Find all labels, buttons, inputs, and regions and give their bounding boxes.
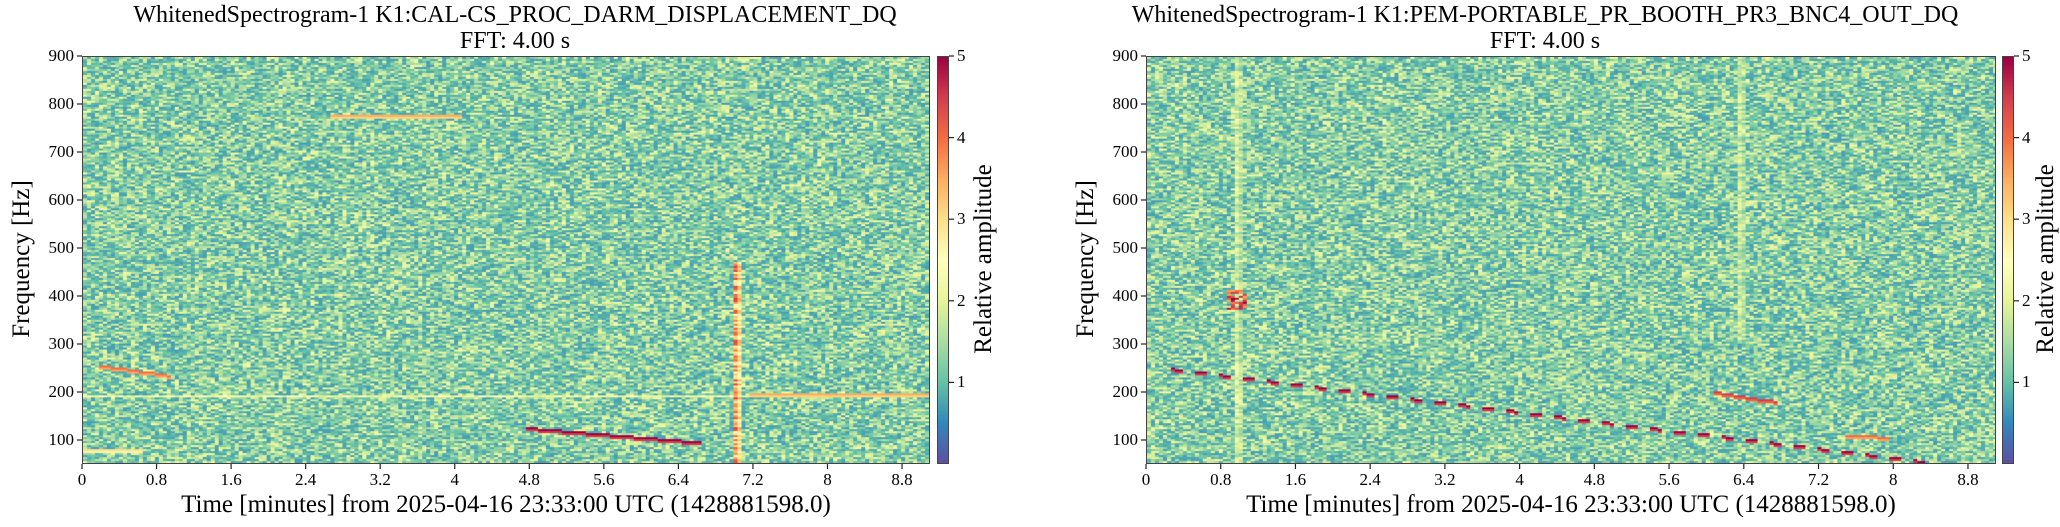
spectrogram-heatmap [83,57,929,463]
x-tick-label: 0 [77,470,87,489]
colorbar-tick-label: 2 [2022,290,2031,310]
x-tick-label: 0.8 [1210,470,1232,489]
colorbar [937,56,949,464]
y-tick-label: 900 [48,46,75,65]
x-tick-label: 2.4 [1359,470,1381,489]
spectrogram-plot-area [82,56,930,464]
x-tick-label: 4 [450,470,459,489]
y-tick-label: 200 [1112,382,1139,401]
spectrogram-panel-pem: WhitenedSpectrogram-1 K1:PEM-PORTABLE_PR… [1030,0,2060,527]
x-tick-label: 4.8 [1583,470,1605,489]
chart-title: WhitenedSpectrogram-1 K1:PEM-PORTABLE_PR… [1131,2,1959,28]
colorbar-gradient [938,57,948,463]
colorbar-tick-label: 4 [957,127,966,147]
y-tick-label: 600 [48,190,75,209]
y-tick-label: 700 [1112,142,1139,161]
x-tick-label: 2.4 [295,470,317,489]
colorbar-tick-label: 3 [957,209,966,229]
y-tick-label: 900 [1112,46,1139,65]
y-tick-label: 400 [1112,286,1139,305]
spectrogram-plot-area [1146,56,1996,464]
y-axis-label: Frequency [Hz] [8,180,35,338]
colorbar-tick-label: 3 [2022,209,2031,229]
x-tick-label: 7.2 [742,470,764,489]
x-tick-label: 0 [1141,470,1151,489]
colorbar-label: Relative amplitude [970,164,997,354]
y-tick-label: 600 [1112,190,1139,209]
colorbar [2002,56,2014,464]
y-tick-label: 100 [48,430,75,449]
colorbar-tick-label: 2 [957,290,966,310]
x-tick-label: 8 [1889,470,1898,489]
colorbar-tick-label: 5 [2022,46,2031,65]
colorbar-tick-label: 1 [2022,372,2031,392]
y-tick-label: 300 [1112,334,1139,353]
x-tick-label: 4.8 [518,470,540,489]
x-tick-label: 3.2 [1434,470,1456,489]
x-tick-label: 5.6 [593,470,615,489]
colorbar-tick-label: 4 [2022,127,2031,147]
chart-title: WhitenedSpectrogram-1 K1:CAL-CS_PROC_DAR… [133,2,897,28]
x-tick-label: 7.2 [1807,470,1830,489]
x-tick-label: 1.6 [1284,470,1307,489]
colorbar-tick-label: 5 [957,46,966,65]
x-tick-label: 1.6 [220,470,242,489]
x-axis-label: Time [minutes] from 2025-04-16 23:33:00 … [181,491,831,518]
x-tick-label: 6.4 [667,470,690,489]
colorbar-tick-label: 1 [957,372,966,392]
y-tick-label: 200 [48,382,75,401]
y-tick-label: 400 [48,286,75,305]
x-tick-label: 0.8 [145,470,168,489]
y-tick-label: 500 [48,238,75,257]
x-tick-label: 5.6 [1658,470,1680,489]
x-tick-label: 6.4 [1733,470,1755,489]
chart-subtitle: FFT: 4.00 s [1489,28,1601,54]
x-axis-label: Time [minutes] from 2025-04-16 23:33:00 … [1246,491,1896,518]
x-tick-label: 8.8 [891,470,913,489]
y-axis-label: Frequency [Hz] [1072,180,1099,338]
x-tick-label: 4 [1515,470,1524,489]
chart-subtitle: FFT: 4.00 s [459,28,571,54]
colorbar-label: Relative amplitude [2032,164,2059,354]
y-tick-label: 300 [48,334,75,353]
y-tick-label: 800 [1112,94,1139,113]
colorbar-gradient [2003,57,2013,463]
x-tick-label: 8.8 [1957,470,1979,489]
y-tick-label: 100 [1112,430,1139,449]
spectrogram-heatmap [1147,57,1995,463]
y-tick-label: 800 [48,94,75,113]
y-tick-label: 700 [48,142,75,161]
y-tick-label: 500 [1112,238,1139,257]
x-tick-label: 3.2 [369,470,391,489]
spectrogram-panel-darm: WhitenedSpectrogram-1 K1:CAL-CS_PROC_DAR… [8,2,997,518]
x-tick-label: 8 [823,470,832,489]
